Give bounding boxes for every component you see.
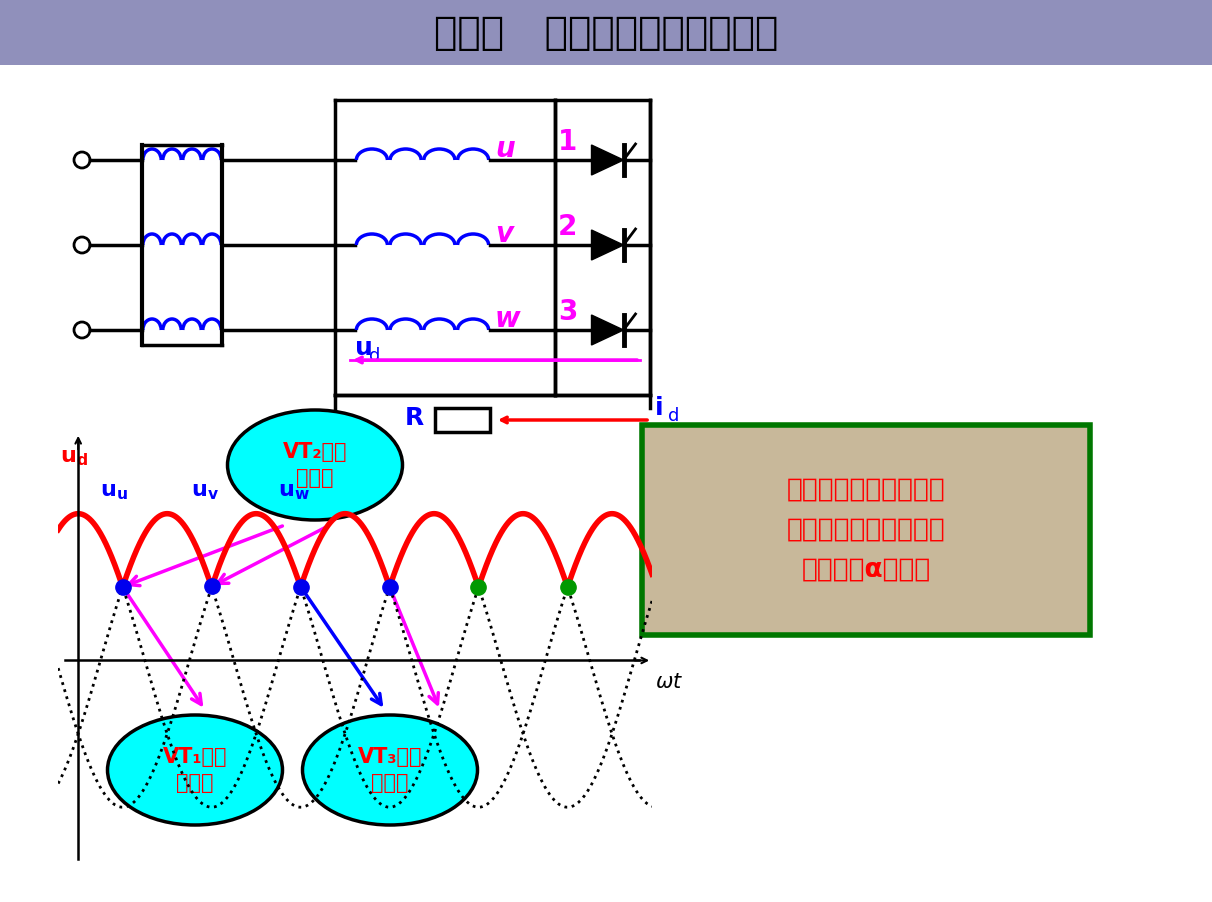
Text: d: d — [668, 407, 680, 425]
Polygon shape — [591, 145, 623, 175]
Text: 不可控整流电路的自然
换相点就是可控整流电
路控制角α的起点: 不可控整流电路的自然 换相点就是可控整流电 路控制角α的起点 — [787, 477, 945, 583]
Text: $\mathbf{u_d}$: $\mathbf{u_d}$ — [59, 448, 87, 468]
Text: 1: 1 — [558, 128, 577, 156]
Text: u: u — [355, 336, 373, 360]
Polygon shape — [591, 230, 623, 260]
Text: d: d — [368, 347, 381, 365]
Ellipse shape — [228, 410, 402, 520]
Text: VT₁控制
角起点: VT₁控制 角起点 — [162, 747, 228, 793]
Text: $\omega t$: $\omega t$ — [654, 672, 684, 692]
Text: $\mathbf{u_w}$: $\mathbf{u_w}$ — [279, 482, 310, 502]
Text: 第一节   三相半波可控整流电路: 第一节 三相半波可控整流电路 — [434, 14, 778, 52]
Text: VT₃控制
角起点: VT₃控制 角起点 — [358, 747, 422, 793]
Text: VT₂控制
角起点: VT₂控制 角起点 — [282, 442, 348, 488]
Bar — [0, 0, 1212, 65]
Text: 3: 3 — [558, 298, 577, 326]
Text: u: u — [494, 135, 515, 163]
Circle shape — [74, 322, 90, 338]
Bar — [435, 408, 490, 432]
Text: $\mathbf{u_u}$: $\mathbf{u_u}$ — [101, 482, 128, 502]
Text: v: v — [494, 220, 513, 248]
Circle shape — [74, 152, 90, 168]
Circle shape — [74, 237, 90, 253]
Text: w: w — [494, 305, 521, 333]
Polygon shape — [591, 315, 623, 345]
Text: 2: 2 — [558, 213, 577, 241]
Bar — [642, 425, 1090, 635]
Text: $\mathbf{u_v}$: $\mathbf{u_v}$ — [191, 482, 219, 502]
Ellipse shape — [108, 715, 282, 825]
Ellipse shape — [303, 715, 478, 825]
Text: R: R — [405, 406, 424, 430]
Text: i: i — [654, 396, 664, 420]
